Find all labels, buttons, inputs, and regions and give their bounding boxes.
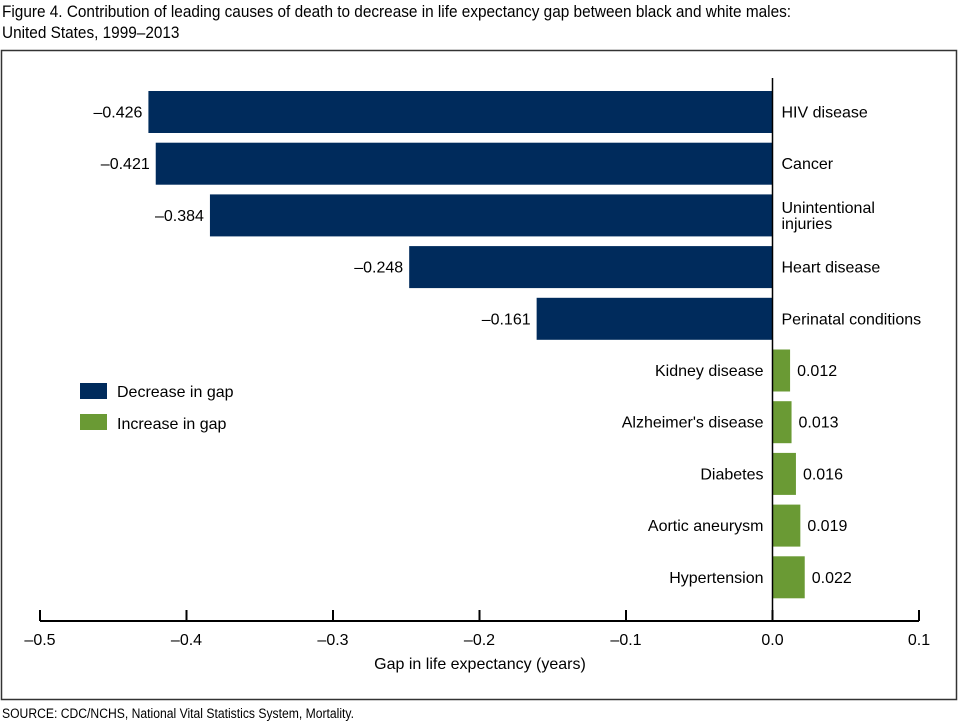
- category-label: Hypertension: [669, 570, 763, 587]
- value-label: –0.384: [155, 208, 204, 225]
- category-label: Diabetes: [700, 466, 763, 483]
- category-label: Cancer: [782, 156, 834, 173]
- bar-diabetes: [772, 452, 796, 495]
- value-label: –0.161: [482, 311, 531, 328]
- x-tick-label: 0.0: [761, 632, 783, 649]
- value-label: 0.012: [797, 363, 837, 380]
- x-tick-label: –0.2: [464, 632, 495, 649]
- bar-aortic-aneurysm: [772, 504, 801, 547]
- value-labels-group: –0.426 –0.421 –0.384 –0.248 –0.161 0.012 0.013…: [93, 105, 851, 587]
- category-label: Alzheimer's disease: [622, 415, 764, 432]
- source-note: SOURCE: CDC/NCHS, National Vital Statist…: [2, 706, 354, 721]
- value-label: 0.022: [812, 570, 852, 587]
- category-label: HIV disease: [782, 105, 868, 122]
- x-tick-label: –0.1: [610, 632, 641, 649]
- category-label: Kidney disease: [655, 363, 764, 380]
- bars-group: [148, 91, 805, 599]
- title-line-2: United States, 1999–2013: [2, 24, 180, 42]
- bar-hypertension: [772, 556, 805, 599]
- x-tick-label: 0.1: [908, 632, 930, 649]
- x-tick-label: –0.5: [24, 632, 55, 649]
- bar-perinatal-conditions: [536, 297, 773, 340]
- figure-title: Figure 4. Contribution of leading causes…: [2, 2, 791, 44]
- value-label: –0.248: [354, 260, 403, 277]
- legend-label-decrease: Decrease in gap: [117, 384, 234, 401]
- legend: Decrease in gap Increase in gap: [80, 383, 234, 433]
- value-label: 0.019: [807, 518, 847, 535]
- bar-alzheimer-s-disease: [772, 401, 792, 444]
- bar-heart-disease: [409, 246, 773, 289]
- value-label: 0.016: [803, 466, 843, 483]
- category-label: Unintentional injuries: [782, 200, 875, 233]
- category-label: Heart disease: [782, 260, 881, 277]
- value-label: –0.421: [101, 156, 150, 173]
- x-axis-title: Gap in life expectancy (years): [374, 656, 586, 673]
- x-tick-label: –0.3: [317, 632, 348, 649]
- bar-hiv-disease: [148, 91, 773, 133]
- value-label: –0.426: [93, 105, 142, 122]
- bar-kidney-disease: [772, 349, 791, 392]
- title-line-1: Figure 4. Contribution of leading causes…: [2, 3, 792, 21]
- bar-unintentional-injuries: [209, 194, 773, 237]
- legend-swatch-decrease: [80, 383, 107, 399]
- chart-frame: [0, 49, 958, 701]
- category-label: Aortic aneurysm: [648, 518, 764, 535]
- x-tick-label: –0.4: [171, 632, 202, 649]
- value-label: 0.013: [799, 415, 839, 432]
- x-ticks-group: –0.5 –0.4 –0.3 –0.2 –0.1 0.0 0.1: [24, 610, 930, 649]
- legend-label-increase: Increase in gap: [117, 416, 227, 433]
- legend-swatch-increase: [80, 414, 107, 430]
- bar-cancer: [155, 142, 773, 185]
- category-labels-group: HIV disease Cancer Unintentional injuries He…: [622, 105, 921, 587]
- category-label: Perinatal conditions: [782, 311, 922, 328]
